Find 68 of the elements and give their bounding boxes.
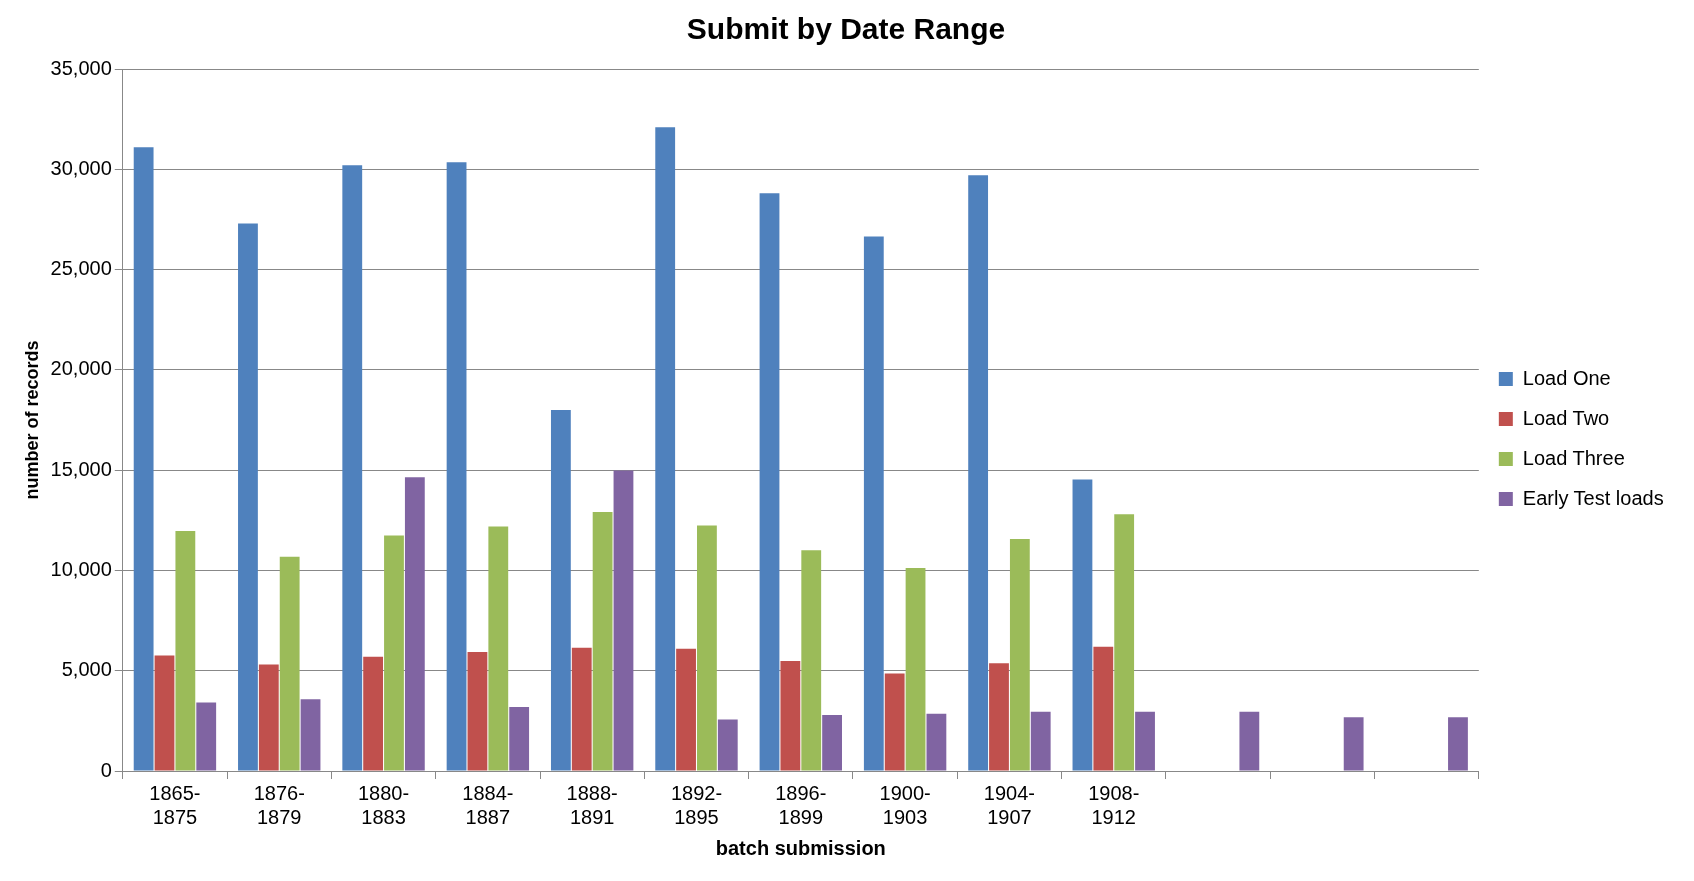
bar <box>1072 479 1093 771</box>
bar <box>884 673 905 771</box>
legend-label: Load Two <box>1522 406 1610 429</box>
bar <box>1448 717 1468 771</box>
chart-title: Submit by Date Range <box>686 12 1006 46</box>
bar <box>446 162 467 771</box>
bar <box>801 550 822 771</box>
x-tick-label: 1904-1907 <box>983 781 1035 828</box>
bar <box>363 656 384 771</box>
x-tick-label: 1908-1912 <box>1088 781 1140 828</box>
bar <box>968 175 989 771</box>
bar <box>1114 514 1135 771</box>
bar <box>279 556 300 771</box>
bar <box>905 568 926 771</box>
bar <box>697 525 717 771</box>
y-tick-label: 35,000 <box>50 56 112 79</box>
bar <box>926 713 947 771</box>
x-tick-label: 1892-1895 <box>670 781 723 828</box>
legend-label: Load Three <box>1522 446 1625 469</box>
x-tick-label: 1876-1879 <box>253 781 305 828</box>
y-axis-title: number of records <box>21 340 42 500</box>
bar <box>300 699 321 771</box>
bar <box>592 512 613 771</box>
y-tick-label: 5,000 <box>61 658 112 681</box>
bar <box>488 526 509 771</box>
bar <box>467 652 488 771</box>
x-tick-label: 1884-1887 <box>462 781 514 828</box>
bar <box>1135 711 1155 771</box>
bar <box>989 663 1009 771</box>
x-tick-label: 1880-1883 <box>357 781 410 828</box>
bar <box>1093 646 1114 771</box>
y-tick-label: 20,000 <box>50 357 112 380</box>
bar <box>384 535 404 771</box>
legend-label: Early Test loads <box>1522 486 1664 509</box>
bar <box>550 409 571 771</box>
bar <box>154 655 175 771</box>
y-tick-label: 15,000 <box>50 457 112 480</box>
bar <box>342 165 363 771</box>
bar <box>863 236 884 771</box>
y-tick-label: 25,000 <box>50 257 112 280</box>
bar <box>780 661 801 771</box>
x-tick-label: 1900-1903 <box>879 781 931 828</box>
bar <box>613 470 634 771</box>
bar <box>1343 717 1364 771</box>
legend-label: Load One <box>1522 366 1611 389</box>
x-tick-label: 1865-1875 <box>149 781 201 828</box>
x-tick-label: 1888-1891 <box>566 781 618 828</box>
bar <box>133 147 154 771</box>
bar <box>258 664 279 771</box>
y-tick-label: 0 <box>100 758 112 781</box>
bar <box>759 193 780 771</box>
y-tick-label: 30,000 <box>50 156 112 179</box>
bar <box>1239 711 1260 771</box>
y-tick-label: 10,000 <box>50 557 112 580</box>
bar <box>238 223 258 771</box>
bar <box>1030 711 1051 771</box>
bar <box>717 719 738 771</box>
bar <box>676 648 696 771</box>
bar <box>655 127 676 771</box>
bar <box>196 702 217 771</box>
bar <box>509 707 530 771</box>
x-axis-title: batch submission <box>715 836 886 859</box>
bar <box>404 477 425 771</box>
bar <box>175 531 196 771</box>
x-tick-label: 1896-1899 <box>775 781 827 828</box>
bar <box>1009 538 1030 771</box>
bar <box>571 647 592 771</box>
bar <box>822 715 842 771</box>
